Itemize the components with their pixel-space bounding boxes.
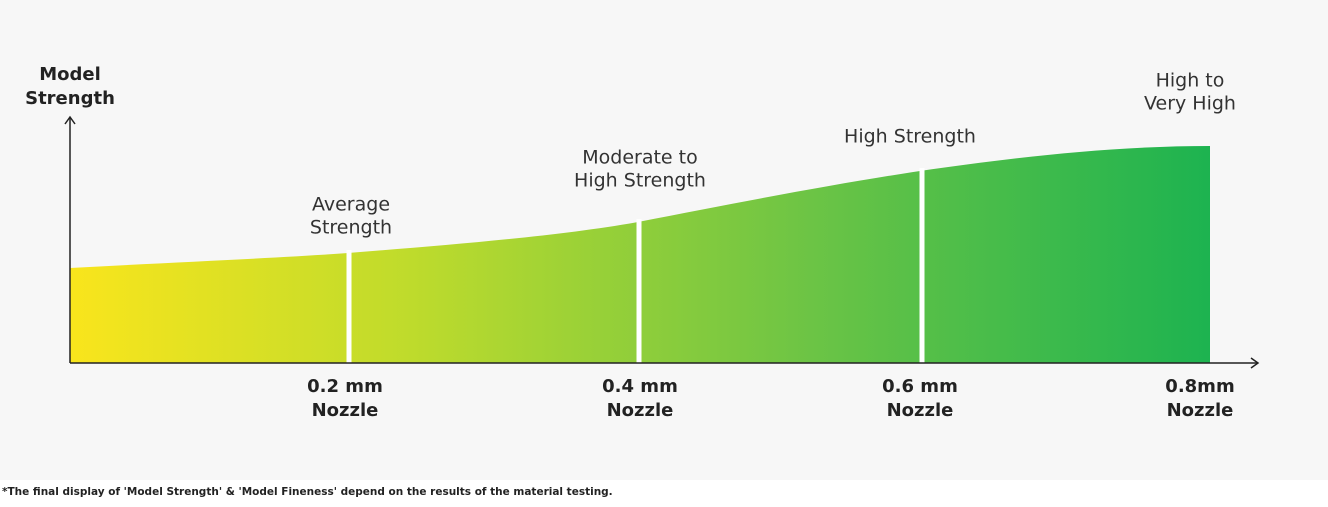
strength-label: Very High [1144, 93, 1236, 115]
nozzle-label: Nozzle [1167, 400, 1234, 421]
nozzle-label: Nozzle [312, 400, 379, 421]
axes [64, 115, 1260, 369]
strength-label: Average [312, 194, 390, 216]
dividers [346, 168, 925, 363]
strength-label: Strength [310, 217, 392, 239]
nozzle-label: 0.4 mm [602, 376, 678, 397]
strength-label: High Strength [574, 170, 706, 192]
nozzle-label: Nozzle [887, 400, 954, 421]
strength-label: Moderate to [582, 147, 697, 169]
nozzle-label: 0.6 mm [882, 376, 958, 397]
strength-label: High to [1156, 70, 1225, 92]
strength-label: High Strength [844, 126, 976, 148]
nozzle-label: 0.2 mm [307, 376, 383, 397]
nozzle-label: Nozzle [607, 400, 674, 421]
nozzle-label: 0.8mm [1165, 376, 1234, 397]
y-axis-label: Model [39, 64, 101, 85]
y-axis-label: Strength [25, 88, 115, 109]
footnote: *The final display of 'Model Strength' &… [2, 486, 613, 498]
